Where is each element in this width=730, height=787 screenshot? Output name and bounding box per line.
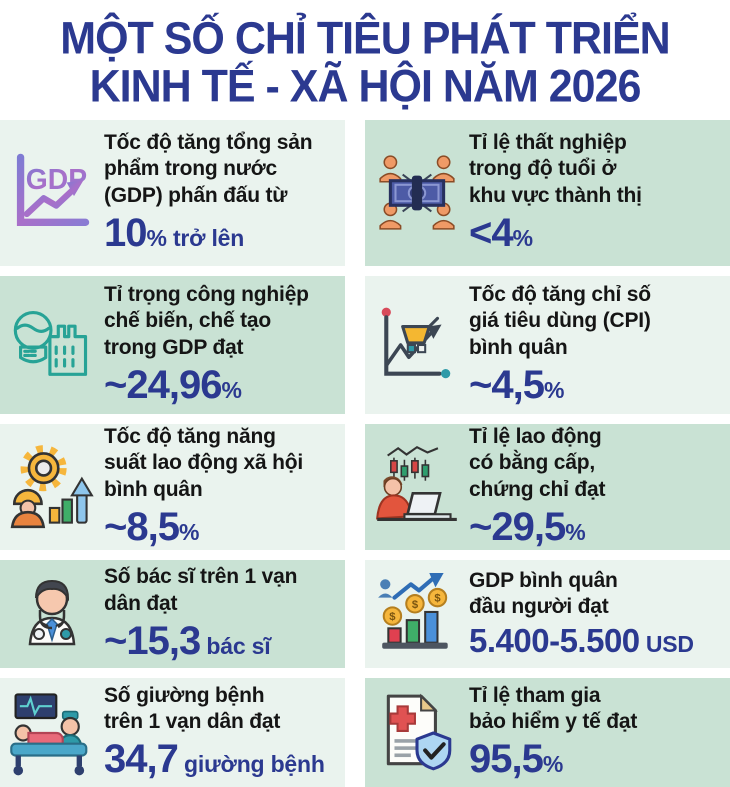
indicator-cpi: Tốc độ tăng chỉ số giá tiêu dùng (CPI) b… xyxy=(365,276,730,414)
title-line-1: MỘT SỐ CHỈ TIÊU PHÁT TRIỂN xyxy=(60,13,670,65)
page-title: MỘT SỐ CHỈ TIÊU PHÁT TRIỂN KINH TẾ - XÃ … xyxy=(0,0,730,120)
indicator-value: 5.400-5.500 USD xyxy=(469,622,694,660)
indicator-manufacturing: Tỉ trọng công nghiệp chế biến, chế tạo t… xyxy=(0,276,345,414)
indicator-certified-labor: Tỉ lệ lao động có bằng cấp, chứng chỉ đạ… xyxy=(365,424,730,550)
indicator-doctors: Số bác sĩ trên 1 vạn dân đạt ~15,3 bác s… xyxy=(0,560,345,668)
indicator-text: GDP bình quân đầu người đạt xyxy=(469,568,618,618)
indicator-hospital-beds: Số giường bệnh trên 1 vạn dân đạt 34,7 g… xyxy=(0,678,345,787)
svg-text:$: $ xyxy=(412,599,419,611)
svg-text:$: $ xyxy=(389,611,396,623)
indicator-value: ~8,5% xyxy=(104,504,200,549)
indicator-value: 95,5% xyxy=(469,737,564,782)
indicator-productivity: Tốc độ tăng năng suất lao động xã hội bì… xyxy=(0,424,345,550)
indicator-value: 34,7 giường bệnh xyxy=(104,737,325,782)
indicator-text: Số giường bệnh trên 1 vạn dân đạt xyxy=(104,683,281,733)
indicator-gdp-growth: GDP Tốc độ tăng tổng sản phẩm trong nước… xyxy=(0,120,345,266)
gdp-per-capita-icon: $ $ $ xyxy=(369,564,465,664)
svg-text:GDP: GDP xyxy=(26,163,87,195)
indicator-text: Tốc độ tăng năng suất lao động xã hội bì… xyxy=(104,425,304,501)
indicator-grid: GDP Tốc độ tăng tổng sản phẩm trong nước… xyxy=(0,120,730,787)
doctor-icon xyxy=(4,564,100,664)
indicator-value: ~15,3 bác sĩ xyxy=(104,618,271,663)
indicator-value: 10% trở lên xyxy=(104,210,245,255)
indicator-text: Tốc độ tăng tổng sản phẩm trong nước (GD… xyxy=(104,131,313,207)
indicator-gdp-per-capita: $ $ $ GDP bình quân đầu người đạt 5.400-5.… xyxy=(365,560,730,668)
unemployment-icon xyxy=(369,124,465,262)
hospital-bed-icon xyxy=(4,682,100,783)
indicator-text: Tỉ lệ thất nghiệp trong độ tuổi ở khu vự… xyxy=(469,131,642,207)
manufacturing-icon xyxy=(4,280,100,410)
indicator-value: ~29,5% xyxy=(469,504,586,549)
indicator-value: ~4,5% xyxy=(469,362,565,407)
indicator-text: Số bác sĩ trên 1 vạn dân đạt xyxy=(104,565,298,615)
indicator-text: Tỉ trọng công nghiệp chế biến, chế tạo t… xyxy=(104,283,309,359)
indicator-unemployment: Tỉ lệ thất nghiệp trong độ tuổi ở khu vự… xyxy=(365,120,730,266)
gdp-growth-icon: GDP xyxy=(4,124,100,262)
indicator-text: Tốc độ tăng chỉ số giá tiêu dùng (CPI) b… xyxy=(469,283,651,359)
title-line-2: KINH TẾ - XÃ HỘI NĂM 2026 xyxy=(89,61,642,113)
indicator-value: ~24,96% xyxy=(104,362,242,407)
cpi-icon xyxy=(369,280,465,410)
productivity-icon xyxy=(4,428,100,546)
indicator-text: Tỉ lệ tham gia bảo hiểm y tế đạt xyxy=(469,683,638,733)
indicator-value: <4% xyxy=(469,210,533,255)
certified-labor-icon xyxy=(369,428,465,546)
svg-text:$: $ xyxy=(434,593,441,605)
health-insurance-icon xyxy=(369,682,465,783)
indicator-text: Tỉ lệ lao động có bằng cấp, chứng chỉ đạ… xyxy=(469,425,606,501)
indicator-health-insurance: Tỉ lệ tham gia bảo hiểm y tế đạt 95,5% xyxy=(365,678,730,787)
